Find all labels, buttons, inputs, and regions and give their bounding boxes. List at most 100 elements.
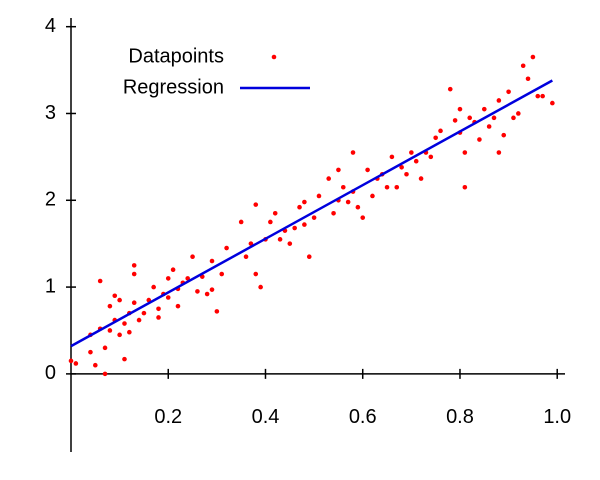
data-point [268,219,273,225]
data-point [88,349,93,355]
data-point [428,154,434,160]
data-point [219,271,225,277]
data-point [340,184,346,190]
data-point [535,93,541,99]
y-tick-label: 2 [45,189,56,211]
data-point [136,317,142,323]
data-point [214,309,220,314]
y-tick-label: 1 [45,275,56,297]
data-point [481,106,487,112]
data-point [117,332,122,338]
data-point [238,219,244,225]
data-point [209,258,215,264]
data-point [511,115,516,121]
data-point [258,284,263,290]
x-tick-label: 0.6 [349,406,377,428]
data-point [204,291,210,297]
data-point [409,150,414,155]
data-point [457,106,463,112]
legend-label: Regression [123,76,224,98]
data-point [501,132,507,138]
data-point [496,98,502,103]
data-point [370,193,375,199]
data-point [195,289,200,294]
data-point [389,154,395,160]
data-point [496,150,502,155]
data-point [550,100,555,106]
data-point [107,303,113,309]
data-point [185,276,190,281]
data-point [131,263,137,268]
data-point [102,345,108,351]
y-tick-label: 4 [45,15,56,37]
data-point [243,254,249,259]
data-point [506,89,511,95]
data-point [277,237,283,242]
data-point [170,267,176,273]
data-point [516,111,521,116]
data-point [122,321,127,326]
data-point [73,361,79,366]
data-point [360,215,366,220]
data-point [384,184,390,190]
data-point [156,306,161,312]
data-point [68,358,74,364]
data-point [107,328,113,333]
legend-marker [271,54,277,60]
data-point [102,371,108,377]
data-point [477,137,482,142]
data-point [297,204,302,210]
data-point [486,124,492,129]
data-point [131,271,137,277]
data-point [272,211,278,216]
data-point [462,184,468,190]
data-point [302,222,307,227]
data-point [438,128,443,134]
x-tick-label: 1.0 [543,406,571,428]
data-point [311,215,317,220]
data-point [452,118,458,123]
data-point [355,204,361,210]
data-point [253,271,259,277]
data-point [209,287,215,292]
data-point [292,225,297,231]
data-point [112,293,118,299]
data-point [97,278,103,284]
data-point [447,86,453,92]
data-point [131,300,137,306]
data-point [520,63,526,69]
data-point [165,295,171,300]
data-point [365,167,370,173]
data-point [350,150,356,155]
data-point [156,315,161,320]
data-point [151,284,156,290]
data-point [175,303,181,309]
data-point [253,202,259,207]
data-point [491,115,497,121]
data-point [433,135,438,141]
data-point [141,310,147,316]
data-point [287,241,293,246]
x-tick-label: 0.8 [446,406,474,428]
regression-line [70,79,553,348]
data-point [117,297,122,303]
data-point [326,176,331,181]
data-point [331,211,336,216]
data-point [540,93,545,99]
data-point [394,184,400,190]
data-point [399,164,404,170]
data-point [224,245,229,251]
data-point [467,115,473,121]
data-point [190,254,195,259]
data-point [316,193,322,199]
data-point [345,199,351,205]
x-tick-label: 0.2 [154,406,182,428]
data-point [525,76,531,82]
data-point [306,254,312,259]
x-tick-label: 0.4 [252,406,280,428]
data-point [165,276,171,281]
legend-label: Datapoints [128,45,224,67]
data-point [302,199,307,205]
data-point [418,176,424,181]
